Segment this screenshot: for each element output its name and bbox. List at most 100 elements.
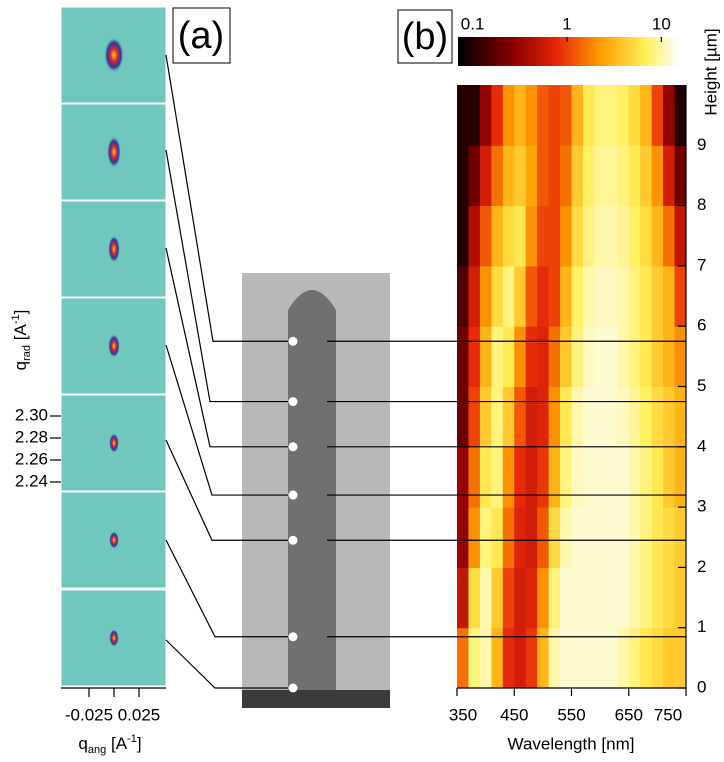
heatmap-cell <box>617 145 630 207</box>
colorbar-strip <box>632 37 635 66</box>
heatmap-cell <box>663 265 676 327</box>
connector <box>165 439 288 541</box>
heatmap-cell <box>479 386 492 448</box>
colorbar-strip <box>668 37 671 66</box>
colorbar-strip <box>470 37 473 66</box>
heatmap-cell <box>663 567 676 629</box>
heatmap-cell <box>479 85 492 146</box>
heatmap-cell <box>640 507 653 568</box>
heatmap-cell <box>628 567 641 629</box>
heatmap-cell <box>582 145 595 207</box>
colorbar-strip <box>646 37 649 66</box>
heatmap-cell <box>605 507 618 568</box>
heatmap-cell <box>491 145 504 207</box>
heatmap-cell <box>560 567 572 629</box>
heatmap-cell <box>502 145 515 207</box>
colorbar-strip <box>612 37 615 66</box>
heatmap-cell <box>594 507 607 568</box>
heatmap-cell <box>468 265 481 327</box>
colorbar-strip <box>540 37 543 66</box>
colorbar-strip <box>662 37 665 66</box>
colorbar-strip <box>638 37 641 66</box>
substrate <box>242 690 390 708</box>
heatmap-cell <box>582 85 595 146</box>
colorbar-strip <box>550 37 553 66</box>
probe-dot <box>288 632 298 642</box>
heatmap-cell <box>571 205 584 267</box>
probe-dot <box>288 490 298 500</box>
heatmap-cell <box>548 85 561 146</box>
heatmap-cell <box>663 446 676 508</box>
heatmap-cell <box>537 326 550 387</box>
heatmap-cell <box>571 627 584 689</box>
heatmap-cell <box>674 386 687 448</box>
heatmap-cell <box>468 145 481 207</box>
microscope-image <box>242 273 390 708</box>
heatmap-cell <box>537 265 550 327</box>
heatmap-cell <box>457 145 469 207</box>
colorbar-strip <box>614 37 617 66</box>
colorbar-strip <box>648 37 651 66</box>
heatmap-cell <box>628 507 641 568</box>
heatmap-cell <box>525 326 538 387</box>
heatmap-cell <box>663 85 676 146</box>
heatmap-cell <box>640 567 653 629</box>
heatmap-cell <box>628 85 641 146</box>
colorbar-strip <box>606 37 609 66</box>
x-tick-label: 650 <box>615 705 643 724</box>
colorbar-strip <box>628 37 631 66</box>
colorbar-strip <box>626 37 629 66</box>
heatmap-cell <box>582 567 595 629</box>
colorbar-strip <box>674 37 677 66</box>
heatmap-cell <box>491 627 504 689</box>
heatmap-cell <box>651 326 664 387</box>
colorbar-strip <box>506 37 509 66</box>
colorbar-strip <box>568 37 571 66</box>
colorbar-strip <box>504 37 507 66</box>
heatmap-cell <box>674 85 687 146</box>
heatmap-cell <box>468 507 481 568</box>
heatmap-cell <box>537 205 550 267</box>
y-tick-label: 2.30 <box>15 405 48 424</box>
heatmap-cell <box>617 507 630 568</box>
label-part: ] <box>11 310 30 315</box>
heatmap-cell <box>468 386 481 448</box>
heatmap-cell <box>651 205 664 267</box>
colorbar-tick-label: 1 <box>562 14 571 33</box>
colorbar-strip <box>538 37 541 66</box>
colorbar-strip <box>604 37 607 66</box>
x-tick-label: 450 <box>500 705 528 724</box>
heatmap-cell <box>457 265 469 327</box>
heatmap-cell <box>548 205 561 267</box>
colorbar-strip <box>502 37 505 66</box>
heatmap-cell <box>674 446 687 508</box>
colorbar-strip <box>558 37 561 66</box>
colorbar-strip <box>532 37 535 66</box>
y-tick-label: 2.28 <box>15 427 48 446</box>
heatmap-cell <box>594 85 607 146</box>
heatmap-cell <box>640 265 653 327</box>
colorbar-strip <box>488 37 491 66</box>
heatmap-cell <box>502 85 515 146</box>
heatmap-cell <box>594 205 607 267</box>
diffraction-spot <box>107 136 121 168</box>
heatmap-cell <box>617 567 630 629</box>
connector <box>165 344 288 496</box>
heatmap-cell <box>651 386 664 448</box>
colorbar-strip <box>496 37 499 66</box>
probe-dot <box>288 397 298 407</box>
heatmap-cell <box>628 326 641 387</box>
colorbar-strip <box>596 37 599 66</box>
heatmap-cell <box>525 446 538 508</box>
heatmap-cell <box>663 627 676 689</box>
heatmap-cell <box>479 567 492 629</box>
colorbar-strip <box>524 37 527 66</box>
heatmap-cell <box>663 507 676 568</box>
colorbar-strip <box>650 37 653 66</box>
y-tick-label: 2 <box>697 557 706 576</box>
probe-dot <box>288 442 298 452</box>
colorbar-strip <box>458 37 461 66</box>
heatmap-cell <box>537 386 550 448</box>
colorbar-strip <box>460 37 463 66</box>
colorbar-strip <box>464 37 467 66</box>
